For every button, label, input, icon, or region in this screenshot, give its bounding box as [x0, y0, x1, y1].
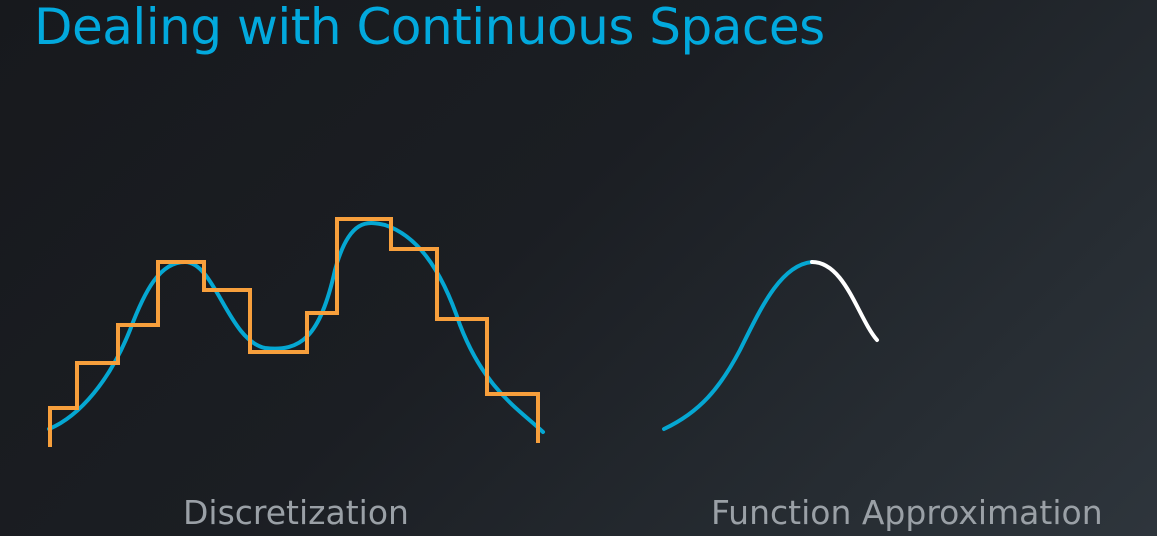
approximation-curve-tail	[810, 260, 879, 342]
caption-discretization: Discretization	[183, 493, 409, 532]
slide-title: Dealing with Continuous Spaces	[34, 0, 825, 56]
step-approximation	[48, 217, 540, 447]
continuous-curve	[47, 221, 545, 434]
caption-function-approximation: Function Approximation	[711, 493, 1103, 532]
approximation-curve	[662, 260, 814, 431]
